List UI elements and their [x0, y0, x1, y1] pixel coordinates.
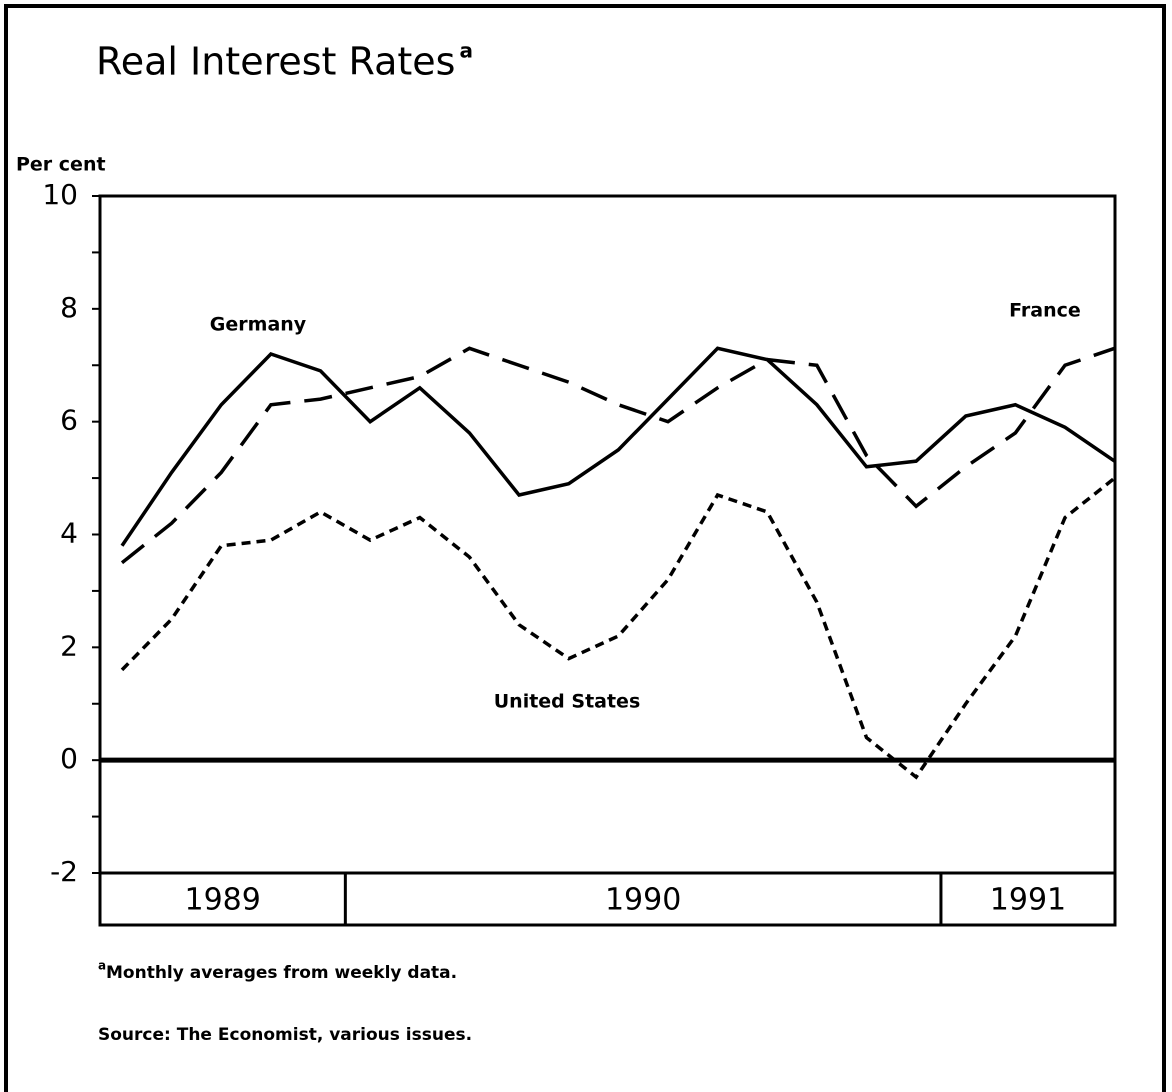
y-tick-label: 8 — [60, 291, 78, 324]
chart-title: Real Interest Rates — [96, 40, 455, 84]
year-band — [98, 871, 1117, 927]
y-tick-label: 10 — [42, 178, 78, 211]
series-label: Germany — [210, 314, 307, 336]
series-line — [120, 346, 1116, 565]
y-tick-label: 6 — [60, 404, 78, 437]
y-tick-label: 4 — [60, 517, 78, 550]
y-axis-label: Per cent — [16, 154, 106, 176]
plot-frame — [98, 194, 1117, 875]
series-line — [120, 476, 1116, 780]
y-tick-label: -2 — [50, 855, 78, 888]
footnote-mark: a — [98, 959, 106, 973]
year-label: 1989 — [184, 883, 260, 918]
source: Source: The Economist, various issues. — [98, 1025, 472, 1045]
year-label: 1991 — [990, 883, 1066, 918]
frame — [4, 4, 1166, 1092]
year-label: 1990 — [605, 883, 681, 918]
y-tick-label: 0 — [60, 742, 78, 775]
footnote: Monthly averages from weekly data. — [106, 963, 457, 983]
series-line — [120, 346, 1116, 547]
series-label: United States — [494, 691, 641, 713]
series-label: France — [1009, 300, 1081, 322]
title-note-mark: a — [459, 39, 473, 63]
y-tick-label: 2 — [60, 629, 78, 662]
